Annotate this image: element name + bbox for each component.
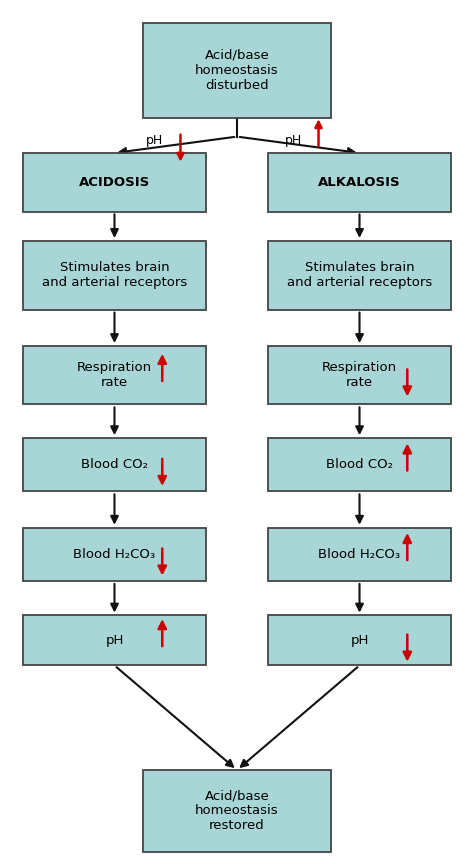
Text: pH: pH (285, 134, 302, 147)
Text: Blood H₂CO₃: Blood H₂CO₃ (73, 548, 155, 561)
Text: pH: pH (146, 134, 163, 147)
FancyBboxPatch shape (268, 241, 451, 309)
Text: Acid/base
homeostasis
disturbed: Acid/base homeostasis disturbed (195, 48, 279, 92)
Text: Blood H₂CO₃: Blood H₂CO₃ (319, 548, 401, 561)
FancyBboxPatch shape (23, 615, 206, 665)
FancyBboxPatch shape (268, 528, 451, 581)
Text: Stimulates brain
and arterial receptors: Stimulates brain and arterial receptors (42, 261, 187, 289)
FancyBboxPatch shape (268, 438, 451, 492)
Text: ALKALOSIS: ALKALOSIS (318, 175, 401, 188)
FancyBboxPatch shape (23, 241, 206, 309)
Text: Stimulates brain
and arterial receptors: Stimulates brain and arterial receptors (287, 261, 432, 289)
Text: Blood CO₂: Blood CO₂ (81, 458, 148, 471)
FancyBboxPatch shape (23, 528, 206, 581)
Text: pH: pH (105, 634, 124, 647)
FancyBboxPatch shape (268, 615, 451, 665)
Text: Blood CO₂: Blood CO₂ (326, 458, 393, 471)
FancyBboxPatch shape (143, 770, 331, 852)
FancyBboxPatch shape (23, 438, 206, 492)
FancyBboxPatch shape (268, 346, 451, 404)
FancyBboxPatch shape (23, 346, 206, 404)
Text: Respiration
rate: Respiration rate (322, 361, 397, 389)
Text: Respiration
rate: Respiration rate (77, 361, 152, 389)
FancyBboxPatch shape (143, 23, 331, 118)
Text: ACIDOSIS: ACIDOSIS (79, 175, 150, 188)
FancyBboxPatch shape (268, 153, 451, 212)
Text: pH: pH (350, 634, 369, 647)
Text: Acid/base
homeostasis
restored: Acid/base homeostasis restored (195, 790, 279, 832)
FancyBboxPatch shape (23, 153, 206, 212)
